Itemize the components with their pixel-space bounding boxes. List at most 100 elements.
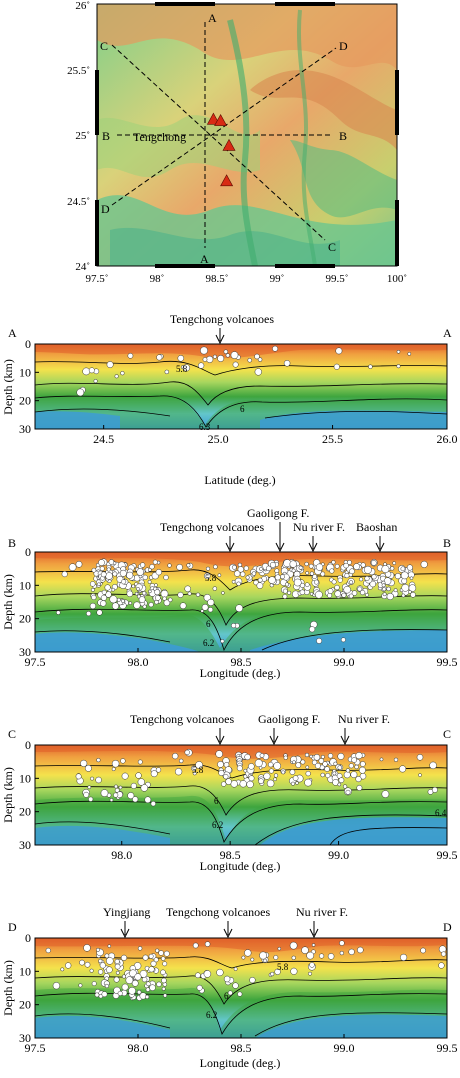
hypocenter-dot <box>108 559 115 565</box>
hypocenter-dot <box>83 944 91 952</box>
hypocenters <box>75 749 438 807</box>
hypocenter-dot <box>355 776 362 783</box>
hypocenter-dot <box>327 592 333 599</box>
hypocenter-dot <box>327 753 334 759</box>
hypocenter-dot <box>343 562 349 569</box>
hypocenter-dot <box>212 586 218 591</box>
hypocenter-dot <box>438 945 447 953</box>
hypocenter-dot <box>99 566 105 572</box>
annotation-yingjiang: Yingjiang <box>103 905 150 919</box>
hypocenter-dot <box>98 559 105 566</box>
hypocenter-dot <box>148 602 154 608</box>
hypocenter-dot <box>197 362 205 369</box>
hypocenter-dot <box>217 761 224 768</box>
hypocenter-dot <box>203 572 211 580</box>
axis-ticks: 97.5 98.0 98.5 99.0 99.5 0 10 20 30 <box>19 545 458 669</box>
hypocenter-dot <box>379 757 384 762</box>
y-axis-label: Depth (km) <box>1 574 15 630</box>
hypocenter-dot <box>441 951 447 957</box>
hypocenter-dot <box>273 955 279 960</box>
hypocenter-dot <box>139 562 146 568</box>
hypocenter-dot <box>263 772 271 780</box>
hypocenter-dot <box>192 942 199 949</box>
contour-label: 6 <box>240 404 245 414</box>
hypocenter-dot <box>431 786 438 793</box>
hypocenter-dot <box>357 586 363 592</box>
hypocenter-dot <box>331 579 337 585</box>
hypocenter-dot <box>340 637 346 643</box>
hypocenter-dot <box>309 626 316 633</box>
annotation-nu-river-fault: Nu river F. <box>293 520 345 534</box>
section-left-letter: C <box>8 727 16 741</box>
hypocenter-dot <box>232 982 239 989</box>
hypocenter-dot <box>82 367 91 376</box>
hypocenter-dot <box>313 579 319 585</box>
hypocenter-dot <box>140 784 149 792</box>
profile-line <box>111 47 337 206</box>
map-y-tick: 24˚ <box>75 261 90 273</box>
hypocenter-dot <box>163 574 169 581</box>
volcano-icon <box>214 113 228 126</box>
hypocenter-dot <box>76 388 85 397</box>
hypocenter-dot <box>80 759 88 767</box>
hypocenter-dot <box>137 946 143 951</box>
x-tick-label: 25.5 <box>322 432 343 446</box>
hypocenter-dot <box>179 602 187 610</box>
hypocenter-dot <box>117 990 123 996</box>
hypocenter-dot <box>207 598 215 606</box>
hypocenter-dot <box>203 970 212 978</box>
map-labels: Tengchong A A B B C C D D <box>100 11 348 266</box>
hypocenter-dot <box>400 953 408 961</box>
x-axis-label: Latitude (deg.) <box>204 473 275 487</box>
hypocenter-dot <box>152 559 158 565</box>
hypocenter-dot <box>280 574 285 580</box>
hypocenter-dot <box>418 773 422 777</box>
hypocenter-dot <box>401 583 410 592</box>
hypocenter-dot <box>359 761 366 767</box>
hypocenter-dot <box>254 759 263 768</box>
profile-lines <box>111 22 337 248</box>
hypocenter-dot <box>94 992 100 998</box>
hypocenter-dot <box>223 975 231 983</box>
hypocenter-dot <box>267 761 274 768</box>
hypocenter-dot <box>399 765 407 773</box>
hypocenter-dot <box>259 753 265 758</box>
hypocenter-dot <box>109 798 114 802</box>
hypocenter-dot <box>88 796 94 802</box>
map-x-tick: 98˚ <box>150 273 165 285</box>
hypocenter-dot <box>392 561 397 565</box>
hypocenter-dot <box>121 772 129 780</box>
hypocenter-dot <box>343 771 351 779</box>
y-tick-label: 20 <box>19 998 31 1012</box>
hypocenter-dot <box>213 564 218 570</box>
hypocenter-dot <box>325 772 331 779</box>
hypocenter-dot <box>96 582 101 587</box>
hypocenter-dot <box>154 583 158 587</box>
hypocenter-dot <box>359 577 364 582</box>
hypocenter-dot <box>318 758 325 764</box>
hypocenter-dot <box>121 974 127 979</box>
hypocenter-dot <box>195 972 201 979</box>
hypocenter-dot <box>289 560 297 568</box>
hypocenter-dot <box>202 357 208 362</box>
hypocenter-dot <box>89 581 96 587</box>
hypocenter-dot <box>338 777 345 784</box>
hypocenter-dot <box>52 982 61 990</box>
hypocenter-dot <box>136 586 140 591</box>
hypocenter-dot <box>128 986 136 995</box>
profile-d-top-label: D <box>339 39 348 53</box>
x-axis-label: Longitude (deg.) <box>200 859 281 873</box>
map-y-tick: 25˚ <box>75 130 90 142</box>
hypocenter-dot <box>161 986 166 991</box>
hypocenter-dot <box>315 590 323 599</box>
hypocenter-dot <box>125 976 134 985</box>
hypocenter-dot <box>100 594 107 601</box>
hypocenter-dot <box>327 588 334 594</box>
x-tick-label: 99.5 <box>437 848 458 862</box>
hypocenter-dot <box>141 591 147 596</box>
hypocenter-dot <box>115 970 120 975</box>
hypocenter-dot <box>217 573 222 578</box>
hypocenter-dot <box>304 778 312 787</box>
hypocenter-dot <box>149 564 155 570</box>
hypocenter-dot <box>118 785 123 790</box>
